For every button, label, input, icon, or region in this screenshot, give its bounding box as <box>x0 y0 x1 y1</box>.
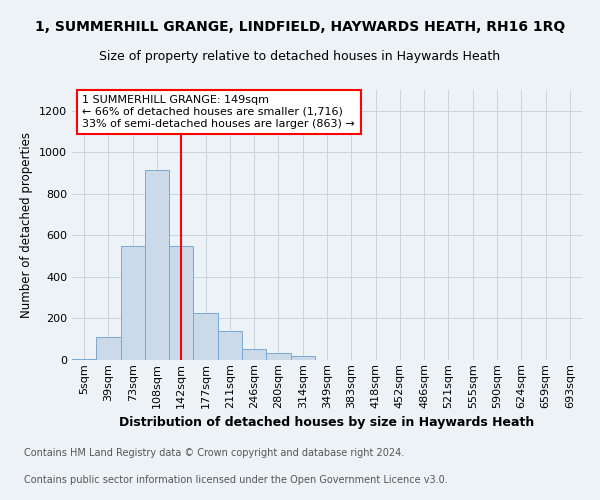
Bar <box>72 359 96 360</box>
Bar <box>169 246 193 360</box>
Bar <box>218 331 242 360</box>
Bar <box>193 314 218 360</box>
Bar <box>242 348 266 360</box>
Bar <box>145 170 169 360</box>
Text: Contains HM Land Registry data © Crown copyright and database right 2024.: Contains HM Land Registry data © Crown c… <box>24 448 404 458</box>
Text: Size of property relative to detached houses in Haywards Heath: Size of property relative to detached ho… <box>100 50 500 63</box>
Y-axis label: Number of detached properties: Number of detached properties <box>20 132 34 318</box>
Bar <box>290 356 315 360</box>
Bar <box>266 352 290 360</box>
Bar <box>121 246 145 360</box>
Text: 1 SUMMERHILL GRANGE: 149sqm
← 66% of detached houses are smaller (1,716)
33% of : 1 SUMMERHILL GRANGE: 149sqm ← 66% of det… <box>82 96 355 128</box>
X-axis label: Distribution of detached houses by size in Haywards Heath: Distribution of detached houses by size … <box>119 416 535 429</box>
Text: 1, SUMMERHILL GRANGE, LINDFIELD, HAYWARDS HEATH, RH16 1RQ: 1, SUMMERHILL GRANGE, LINDFIELD, HAYWARD… <box>35 20 565 34</box>
Bar <box>96 337 121 360</box>
Text: Contains public sector information licensed under the Open Government Licence v3: Contains public sector information licen… <box>24 475 448 485</box>
